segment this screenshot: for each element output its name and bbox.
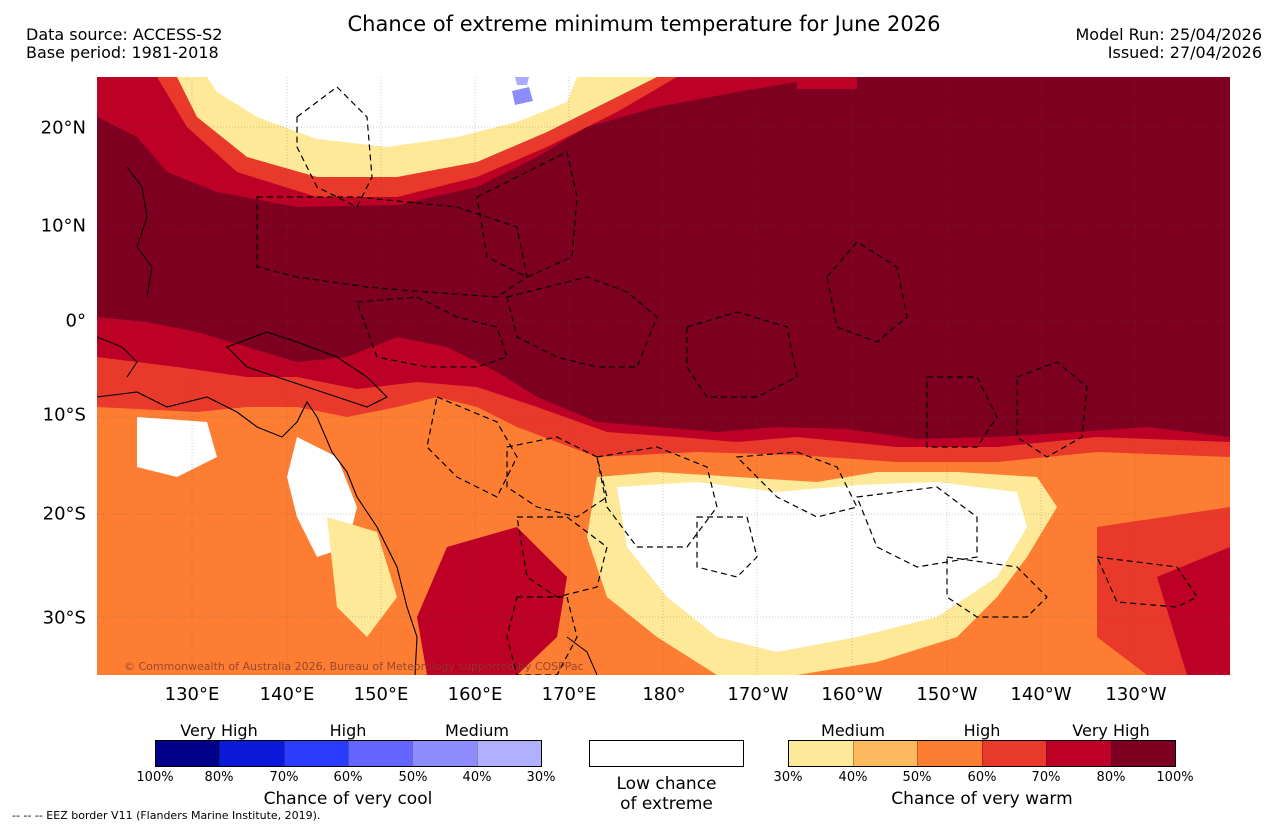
cool-tick: 100% [136,770,174,785]
eez-marshall [476,151,578,278]
model-run: Model Run: 25/04/2026 [1075,25,1263,44]
zone-none-south [617,482,1027,652]
eez-fsm [256,196,528,298]
cool-seg-5 [412,741,477,766]
warm-tick: 40% [838,770,868,785]
lon-tick-180: 180° [642,684,686,705]
warm-cat-high: High [963,721,1001,740]
lon-tick-150e: 150°E [353,684,409,705]
zone-vhigh-southeast [1157,547,1230,675]
warm-tick: 60% [967,770,997,785]
warm-caption: Chance of very warm [891,789,1073,809]
zone-ne-patch [797,77,857,89]
base-period: Base period: 1981-2018 [26,43,219,62]
cool-tick: 40% [462,770,492,785]
graticule [97,77,1230,675]
lon-tick-170e: 170°E [541,684,597,705]
eez-polynesia [856,486,978,568]
lon-tick-130w: 130°W [1105,684,1167,705]
low-chance-line2: of extreme [620,794,713,814]
lon-tick-160e: 160°E [447,684,503,705]
lat-tick-20s: 20°S [42,503,86,525]
issued-date: Issued: 27/04/2026 [1107,43,1262,62]
cool-tick: 60% [333,770,363,785]
eez-tonga [696,516,758,578]
eez-nz-north [506,596,578,675]
cool-cat-very-high: Very High [180,721,258,740]
cool-colorbar [155,740,542,767]
cool-seg-4 [347,741,413,766]
lon-tick-160w: 160°W [821,684,883,705]
cool-cat-medium: Medium [445,721,509,740]
lat-tick-10s: 10°S [42,404,86,426]
eez-new-caledonia [516,516,608,598]
lat-tick-30s: 30°S [42,607,86,629]
run-info: Model Run: 25/04/2026 Issued: 27/04/2026 [1076,26,1263,62]
cool-seg-6 [476,741,541,766]
eez-kiribati-line [826,241,908,343]
warm-cat-medium: Medium [821,721,885,740]
coast-new-zealand [566,636,598,675]
warm-seg-4 [981,741,1046,766]
lat-tick-10n: 10°N [40,215,86,237]
lon-tick-130e: 130°E [164,684,220,705]
warm-tick: 30% [773,770,803,785]
probability-map [97,77,1230,675]
zone-none-north [207,77,577,147]
zone-none-west [137,417,217,477]
zone-low-aus-east [327,517,397,637]
eez-borders [256,86,1198,675]
eez-fiji [596,446,718,548]
eez-note: -- -- -- EEZ border V11 (Flanders Marine… [12,809,321,822]
warm-colorbar [788,740,1176,767]
zone-high-tasman [417,527,567,675]
coast-australia [97,391,418,675]
lon-tick-170w: 170°W [727,684,789,705]
warm-cat-very-high: Very High [1072,721,1150,740]
map-canvas [97,77,1230,675]
eez-marquesas [1016,361,1088,458]
eez-solomon [426,396,518,498]
cool-tick: 80% [204,770,234,785]
lat-tick-0: 0° [65,310,86,332]
zone-cool-patch-2 [512,87,533,105]
data-source: Data source: ACCESS-S2 [26,25,223,44]
lon-tick-140w: 140°W [1010,684,1072,705]
lat-tick-20n: 20°N [40,117,86,139]
low-chance-swatch [589,740,744,767]
cool-caption: Chance of very cool [263,789,433,809]
eez-vanuatu [506,436,608,518]
cool-tick: 50% [398,770,428,785]
coast-philippines [126,166,153,298]
zone-cool-patch [515,77,529,85]
warm-seg-3 [917,741,982,766]
eez-cook [735,451,858,518]
lon-tick-140e: 140°E [259,684,315,705]
coast-new-guinea [226,331,388,408]
map-title: Chance of extreme minimum temperature fo… [347,12,941,36]
warm-seg-6 [1110,741,1175,766]
cool-tick: 30% [526,770,556,785]
cool-seg-3 [283,741,348,766]
warm-tick: 100% [1156,770,1194,785]
map-copyright: © Commonwealth of Australia 2026, Bureau… [124,660,584,673]
lon-tick-150w: 150°W [916,684,978,705]
warm-tick: 70% [1031,770,1061,785]
warm-seg-2 [852,741,917,766]
coast-indonesia [97,336,138,378]
cool-tick: 70% [269,770,299,785]
eez-png [356,296,508,368]
cool-seg-1 [156,741,220,766]
warm-tick: 80% [1096,770,1126,785]
low-chance-caption: Low chance of extreme [589,774,744,814]
eez-kiribati-phoenix [686,311,798,398]
warm-tick: 50% [902,770,932,785]
cool-seg-2 [219,741,284,766]
low-chance-line1: Low chance [616,774,717,794]
source-info: Data source: ACCESS-S2 Base period: 1981… [26,26,222,62]
eez-marquesas-w [926,376,998,448]
warm-seg-5 [1046,741,1111,766]
cool-cat-high: High [329,721,367,740]
warm-seg-1 [789,741,853,766]
